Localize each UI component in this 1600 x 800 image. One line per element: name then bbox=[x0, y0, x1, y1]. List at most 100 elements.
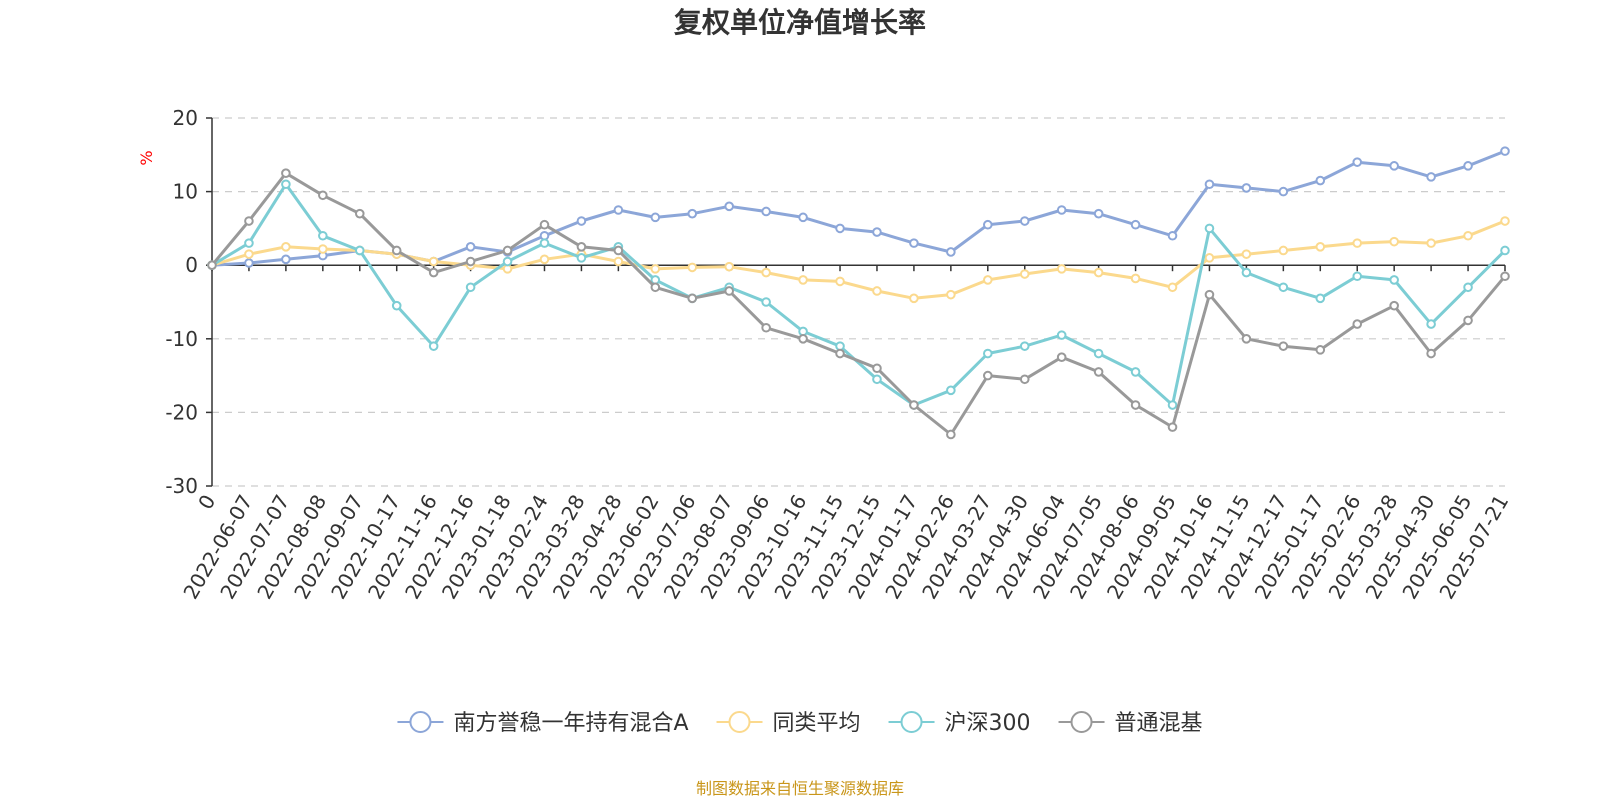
data-point bbox=[835, 276, 845, 287]
data-point bbox=[1204, 253, 1215, 263]
data-point bbox=[354, 245, 365, 256]
data-point bbox=[502, 256, 513, 267]
data-point bbox=[613, 256, 624, 267]
data-point bbox=[539, 238, 550, 248]
data-point bbox=[872, 363, 882, 374]
legend-item-1[interactable]: 同类平均 bbox=[716, 711, 861, 736]
data-point bbox=[281, 254, 291, 265]
data-point bbox=[1093, 208, 1104, 219]
data-point bbox=[465, 242, 476, 252]
data-point bbox=[1204, 179, 1215, 190]
data-point bbox=[1463, 230, 1473, 241]
data-point bbox=[946, 247, 956, 257]
data-point bbox=[1167, 422, 1178, 432]
series-line bbox=[211, 182, 1507, 407]
data-point bbox=[946, 289, 956, 300]
data-point bbox=[318, 244, 328, 254]
series-2 bbox=[207, 179, 1510, 410]
data-point bbox=[318, 230, 328, 241]
data-point bbox=[1500, 146, 1510, 156]
data-point bbox=[1241, 183, 1252, 193]
data-point bbox=[983, 370, 993, 381]
series-3 bbox=[207, 168, 1510, 440]
data-point bbox=[909, 293, 919, 304]
data-point bbox=[946, 429, 956, 440]
data-point bbox=[539, 219, 550, 230]
y-tick-label: -30 bbox=[165, 474, 198, 498]
data-point bbox=[1204, 223, 1215, 234]
data-point bbox=[983, 219, 993, 230]
data-point bbox=[909, 238, 919, 248]
data-point bbox=[1130, 273, 1141, 284]
data-point bbox=[872, 286, 882, 296]
data-point bbox=[244, 238, 254, 248]
data-point bbox=[428, 341, 439, 351]
data-point bbox=[1463, 282, 1473, 293]
data-point bbox=[318, 190, 328, 201]
legend-item-0[interactable]: 南方誉稳一年持有混合A bbox=[397, 711, 689, 736]
data-point bbox=[1278, 245, 1289, 256]
legend-label: 同类平均 bbox=[773, 711, 861, 736]
data-point bbox=[1278, 186, 1289, 197]
data-point bbox=[281, 168, 291, 178]
data-point bbox=[1426, 348, 1436, 359]
data-point bbox=[281, 179, 291, 190]
data-point bbox=[687, 262, 698, 273]
legend-label: 沪深300 bbox=[945, 711, 1031, 736]
data-point bbox=[244, 258, 254, 268]
data-point bbox=[835, 348, 845, 359]
data-point bbox=[1130, 219, 1141, 230]
data-point bbox=[1315, 293, 1326, 304]
data-point bbox=[1352, 319, 1363, 329]
data-point bbox=[1167, 230, 1178, 241]
data-point bbox=[1167, 282, 1178, 293]
data-point bbox=[428, 267, 439, 278]
data-point bbox=[1093, 267, 1104, 278]
data-point bbox=[244, 249, 254, 259]
data-point bbox=[613, 245, 624, 256]
data-point bbox=[650, 212, 661, 223]
y-tick-label: 0 bbox=[185, 253, 198, 277]
grid-lines bbox=[206, 117, 1505, 487]
legend-marker-icon bbox=[900, 711, 923, 733]
data-point bbox=[761, 322, 771, 333]
y-tick-label: 20 bbox=[173, 106, 198, 130]
data-point bbox=[576, 253, 587, 263]
legend-marker-icon bbox=[1070, 711, 1093, 733]
data-point bbox=[872, 227, 882, 237]
y-tick-label: -20 bbox=[165, 400, 198, 424]
data-point bbox=[576, 216, 587, 226]
series-0 bbox=[207, 146, 1510, 271]
data-point bbox=[428, 256, 439, 267]
legend[interactable]: 南方誉稳一年持有混合A 同类平均 沪深300 普通混基 bbox=[397, 711, 1203, 736]
data-point bbox=[391, 245, 402, 256]
axes bbox=[211, 118, 1506, 486]
data-point bbox=[1056, 352, 1067, 363]
data-point bbox=[1278, 341, 1289, 351]
data-point bbox=[946, 385, 956, 396]
data-point bbox=[207, 260, 217, 271]
data-point bbox=[1463, 161, 1473, 171]
legend-item-2[interactable]: 沪深300 bbox=[888, 711, 1031, 736]
data-point bbox=[1019, 216, 1030, 226]
data-point bbox=[1019, 341, 1030, 351]
legend-item-3[interactable]: 普通混基 bbox=[1058, 711, 1203, 736]
data-point bbox=[983, 348, 993, 359]
data-point bbox=[872, 374, 882, 385]
y-tick-labels: 20 10 0 -10 -20 -30 bbox=[165, 106, 198, 498]
data-point bbox=[1352, 271, 1363, 282]
legend-marker-icon bbox=[728, 711, 751, 733]
data-point bbox=[761, 206, 771, 217]
y-axis-unit: % bbox=[137, 150, 156, 165]
data-point bbox=[1315, 175, 1326, 186]
data-point bbox=[724, 286, 735, 296]
series-lines bbox=[207, 146, 1510, 440]
data-point bbox=[465, 282, 476, 293]
data-point bbox=[1167, 400, 1178, 410]
data-point bbox=[1389, 300, 1399, 311]
data-point bbox=[1241, 249, 1252, 259]
data-point bbox=[1389, 161, 1399, 171]
data-point bbox=[1352, 157, 1363, 167]
legend-marker-icon bbox=[409, 711, 432, 733]
